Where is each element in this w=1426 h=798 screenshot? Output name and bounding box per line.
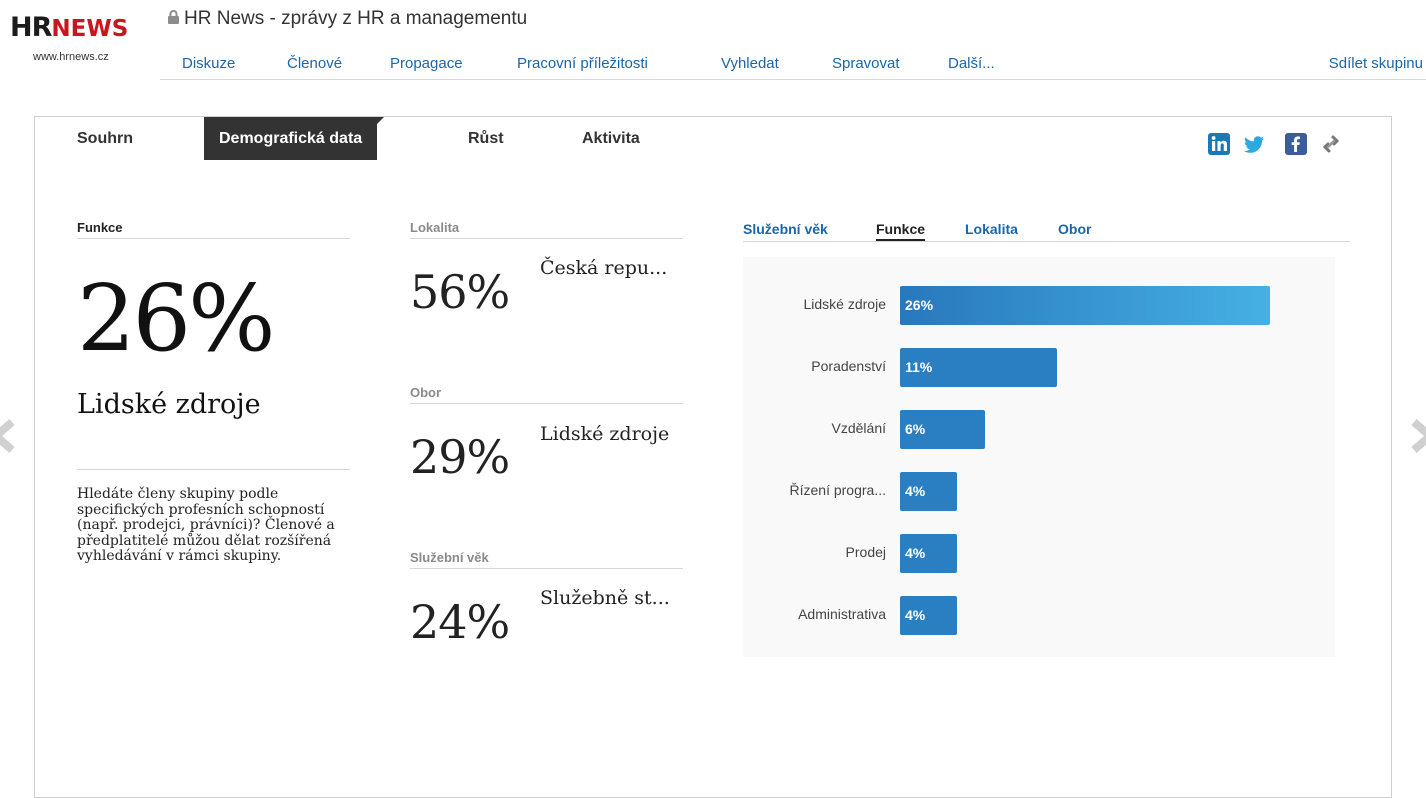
bar-value-label: 6%: [905, 421, 926, 437]
location-name: Česká repu...: [540, 257, 668, 279]
logo-hr-text: HR: [10, 12, 52, 43]
nav-more[interactable]: Další...: [948, 55, 995, 72]
header-divider: [160, 79, 1426, 80]
twitter-icon[interactable]: [1243, 133, 1265, 155]
statistics-panel: Souhrn Demografická data Růst Aktivita F…: [34, 116, 1392, 798]
bar-value-label: 11%: [905, 359, 933, 375]
function-bar[interactable]: [900, 596, 957, 635]
share-group-link[interactable]: Sdílet skupinu: [1328, 55, 1423, 72]
bar-category-label: Poradenství: [811, 358, 886, 374]
bar-value-label: 4%: [905, 483, 926, 499]
bar-category-label: Administrativa: [798, 606, 886, 622]
nav-jobs[interactable]: Pracovní příležitosti: [517, 55, 648, 72]
nav-discussions[interactable]: Diskuze: [182, 55, 236, 72]
group-title: HR News - zprávy z HR a managementu: [167, 8, 527, 30]
facebook-icon[interactable]: [1285, 133, 1307, 155]
nav-members[interactable]: Členové: [287, 55, 343, 72]
linkedin-icon[interactable]: [1208, 133, 1230, 155]
seniority-percent: 24%: [410, 595, 510, 649]
link-icon[interactable]: [1320, 133, 1342, 155]
subtab-function[interactable]: Funkce: [876, 221, 926, 241]
bar-category-label: Prodej: [845, 544, 886, 560]
function-bar[interactable]: [900, 472, 957, 511]
bar-value-label: 26%: [905, 297, 934, 313]
bar-category-label: Lidské zdroje: [803, 296, 887, 312]
bar-value-label: 4%: [905, 607, 926, 623]
top-function-percent: 26%: [77, 265, 275, 372]
industry-name: Lidské zdroje: [540, 423, 670, 445]
industry-percent: 29%: [410, 430, 510, 484]
tab-growth[interactable]: Růst: [468, 130, 504, 147]
advanced-search-hint: Hledáte členy skupiny podle specifických…: [77, 486, 335, 564]
left-divider: [77, 469, 350, 470]
seniority-name: Služebně st...: [540, 587, 670, 609]
subtab-seniority[interactable]: Služební věk: [743, 221, 828, 237]
function-bar[interactable]: [900, 348, 1057, 387]
tab-summary[interactable]: Souhrn: [77, 130, 133, 147]
hrnews-logo[interactable]: HRNEWS www.hrnews.cz: [10, 12, 129, 64]
logo-url: www.hrnews.cz: [33, 51, 109, 63]
lock-icon: [168, 10, 179, 24]
function-bar[interactable]: [900, 410, 985, 449]
subtab-divider: [743, 241, 1350, 242]
nav-manage[interactable]: Spravovat: [832, 55, 900, 72]
tab-activity[interactable]: Aktivita: [582, 130, 640, 147]
bar-value-label: 4%: [905, 545, 926, 561]
subtab-location[interactable]: Lokalita: [965, 221, 1018, 237]
location-percent: 56%: [410, 265, 510, 319]
nav-promotions[interactable]: Propagace: [390, 55, 463, 72]
bar-category-label: Vzdělání: [831, 420, 886, 436]
location-heading: Lokalita: [410, 220, 683, 239]
industry-heading: Obor: [410, 385, 683, 404]
logo-news-text: NEWS: [51, 16, 129, 42]
subtab-industry[interactable]: Obor: [1058, 221, 1092, 237]
bar-category-label: Řízení progra...: [789, 482, 887, 498]
nav-search[interactable]: Vyhledat: [721, 55, 779, 72]
previous-arrow-icon[interactable]: [0, 416, 16, 456]
function-bar[interactable]: [900, 534, 957, 573]
group-title-text: HR News - zprávy z HR a managementu: [184, 8, 528, 29]
tab-demographics[interactable]: Demografická data: [204, 117, 385, 160]
next-arrow-icon[interactable]: [1410, 416, 1426, 456]
seniority-heading: Služební věk: [410, 550, 683, 569]
function-bar[interactable]: [900, 286, 1270, 325]
top-function-name: Lidské zdroje: [77, 389, 261, 420]
function-heading: Funkce: [77, 220, 350, 239]
